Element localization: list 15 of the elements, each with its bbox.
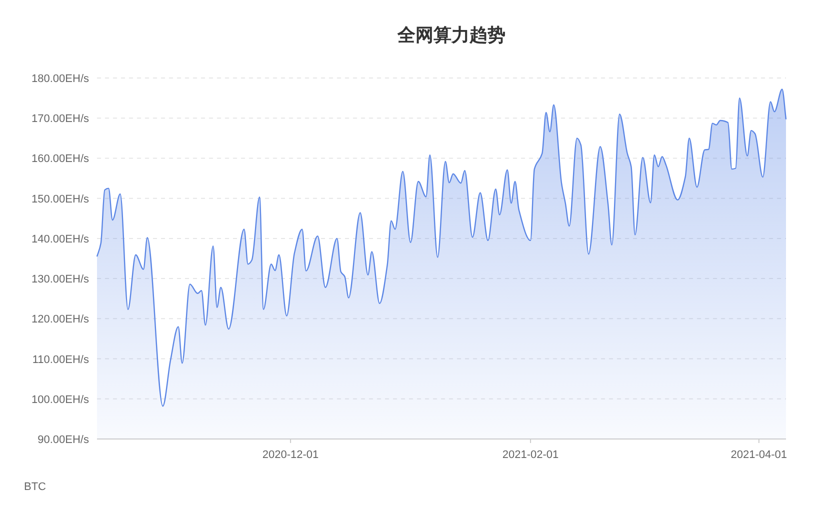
y-tick-label: 180.00EH/s [32, 73, 90, 85]
y-tick-label: 160.00EH/s [32, 153, 90, 166]
y-tick-label: 110.00EH/s [32, 354, 90, 366]
x-tick-label: 2021-02-01 [502, 449, 559, 461]
y-tick-label: 130.00EH/s [32, 274, 90, 286]
y-tick-label: 100.00EH/s [32, 394, 90, 406]
x-tick-label: 2021-04-01 [730, 449, 788, 461]
y-tick-label: 120.00EH/s [32, 314, 90, 326]
x-tick-label: 2020-12-01 [262, 449, 319, 461]
text: BTC [24, 481, 46, 493]
y-tick-label: 170.00EH/s [32, 113, 90, 126]
chart-title: 全网算力趋势 [396, 25, 506, 45]
y-tick-label: 90.00EH/s [38, 434, 90, 446]
y-tick-label: 140.00EH/s [32, 233, 90, 246]
y-tick-label: 150.00EH/s [32, 193, 90, 206]
